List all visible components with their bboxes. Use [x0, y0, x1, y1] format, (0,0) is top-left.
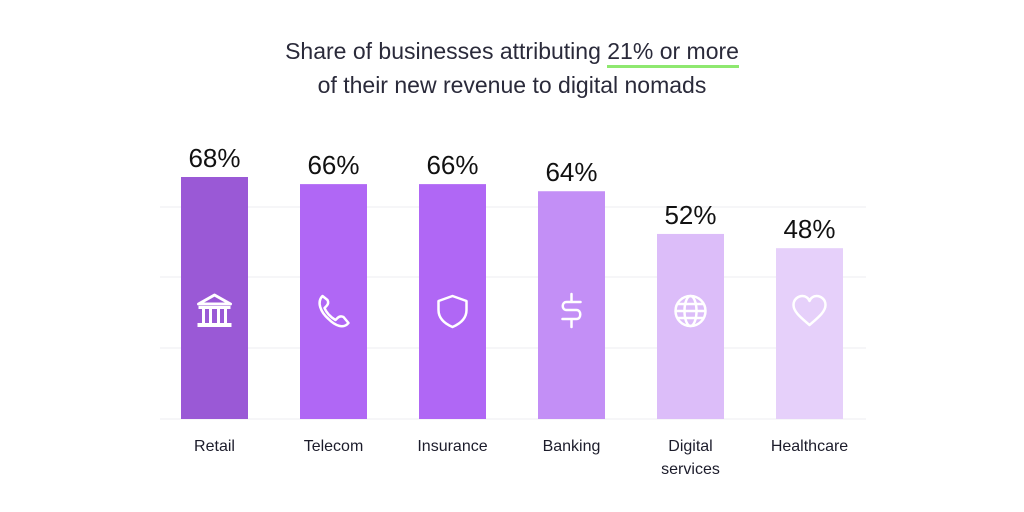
- category-label: Telecom: [304, 438, 364, 455]
- value-label: 66%: [426, 150, 478, 180]
- bar-healthcare: [776, 248, 843, 419]
- bar-telecom: [300, 184, 367, 419]
- bank-icon: [197, 293, 232, 327]
- title-prefix: Share of businesses attributing: [285, 38, 608, 64]
- value-label: 64%: [545, 157, 597, 187]
- shield-icon: [437, 294, 468, 329]
- chart-title: Share of businesses attributing 21% or m…: [0, 34, 1024, 102]
- value-label: 66%: [307, 150, 359, 180]
- bar-retail: [181, 177, 248, 419]
- heart-icon: [792, 294, 827, 327]
- bar-banking: [538, 191, 605, 419]
- category-label: Banking: [543, 438, 601, 455]
- value-label: 68%: [188, 143, 240, 173]
- phone-icon: [318, 294, 350, 328]
- bar-insurance: [419, 184, 486, 419]
- title-line-2: of their new revenue to digital nomads: [317, 72, 707, 98]
- title-highlight: 21% or more: [607, 38, 739, 68]
- globe-icon: [674, 294, 707, 328]
- dollar-icon: [561, 292, 582, 329]
- title-line-1: Share of businesses attributing 21% or m…: [0, 34, 1024, 68]
- category-label: Retail: [194, 438, 235, 455]
- value-label: 48%: [783, 214, 835, 244]
- category-label: Healthcare: [771, 438, 848, 455]
- value-label: 52%: [664, 200, 716, 230]
- category-label: Insurance: [417, 438, 487, 455]
- category-label: Digital services: [661, 438, 720, 478]
